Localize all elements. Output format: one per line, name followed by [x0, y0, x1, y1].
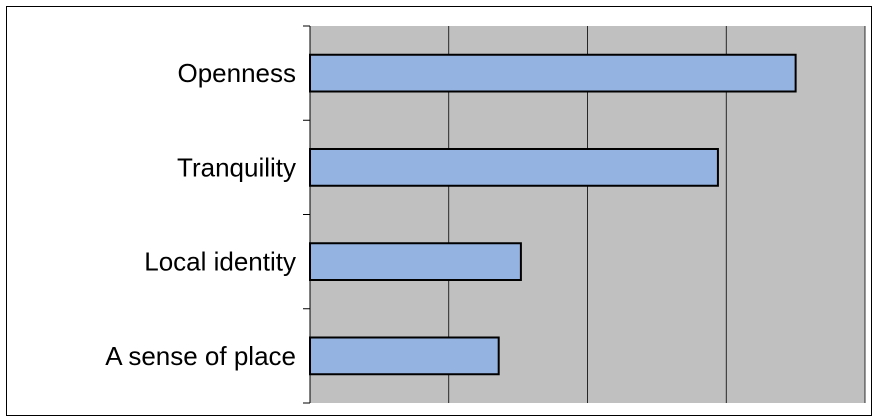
category-label: Openness	[177, 58, 296, 88]
category-label: A sense of place	[105, 341, 296, 371]
y-axis-ticks	[303, 25, 310, 404]
bar-a-sense-of-place	[309, 336, 500, 376]
bar-tranquility	[309, 147, 719, 187]
bar-chart: Openness Tranquility Local identity A sense…	[105, 25, 866, 404]
bars	[309, 53, 797, 376]
category-label: Local identity	[144, 247, 296, 277]
category-label: Tranquility	[177, 152, 296, 182]
bar-local-identity	[309, 242, 522, 282]
chart-frame: Openness Tranquility Local identity A sense…	[6, 6, 872, 416]
bar-openness	[309, 53, 797, 93]
category-labels: Openness Tranquility Local identity A sense…	[105, 58, 296, 371]
